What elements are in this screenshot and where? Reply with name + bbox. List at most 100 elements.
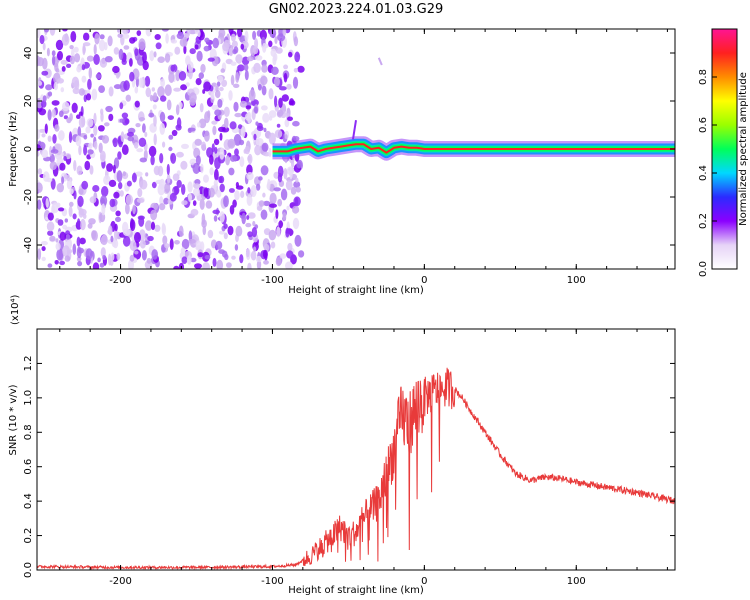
noise-blob (219, 211, 225, 223)
noise-blob (76, 246, 82, 259)
noise-blob (233, 101, 239, 112)
noise-blob (228, 29, 234, 35)
noise-blob (63, 156, 67, 161)
noise-blob (295, 177, 299, 183)
noise-blob (286, 250, 294, 259)
noise-blob (69, 201, 74, 207)
x-tick-label: -200 (109, 275, 132, 286)
noise-blob (153, 165, 161, 176)
noise-blob (105, 105, 113, 113)
noise-blob (181, 200, 188, 206)
noise-blob (292, 76, 299, 89)
noise-blob (207, 229, 214, 239)
noise-blob (230, 33, 236, 42)
noise-blob (221, 79, 228, 88)
spectrogram-y-label: Frequency (Hz) (8, 111, 19, 187)
noise-blob (202, 225, 207, 236)
noise-blob (255, 138, 264, 146)
noise-blob (269, 203, 277, 208)
noise-blob (283, 168, 288, 180)
noise-blob (142, 123, 146, 133)
noise-blob (178, 101, 183, 109)
noise-blob (101, 186, 109, 197)
noise-blob (232, 199, 237, 208)
noise-blob (41, 256, 46, 262)
noise-blob (138, 215, 145, 227)
noise-blob (161, 222, 166, 233)
noise-blob (217, 75, 224, 83)
noise-blob (93, 44, 97, 55)
noise-blob (45, 198, 49, 208)
noise-blob (164, 182, 171, 194)
noise-blob (219, 147, 225, 160)
noise-blob (209, 167, 214, 176)
noise-blob (143, 149, 148, 161)
noise-blob (181, 256, 188, 265)
noise-blob (84, 160, 91, 171)
noise-blob (37, 151, 40, 157)
noise-blob (129, 254, 135, 262)
noise-blob (70, 30, 77, 43)
noise-blob (287, 242, 293, 252)
noise-blob (219, 86, 224, 92)
noise-blob (139, 239, 146, 249)
noise-blob (214, 168, 219, 181)
noise-blob (66, 63, 72, 68)
noise-blob (55, 238, 59, 243)
noise-blob (173, 265, 180, 269)
noise-blob (134, 232, 141, 243)
noise-blob (85, 93, 92, 101)
noise-blob (163, 197, 169, 205)
noise-blob (153, 92, 158, 100)
noise-blob (112, 164, 116, 174)
noise-blob (37, 129, 41, 140)
noise-blob (276, 226, 281, 238)
noise-blob (52, 134, 57, 144)
colorbar-tick-label: 0.2 (698, 213, 709, 229)
noise-blob (41, 133, 46, 138)
noise-blob (150, 155, 155, 166)
colorbar-tick-label: 0.8 (698, 69, 709, 85)
noise-blob (215, 240, 223, 250)
noise-blob (129, 240, 137, 251)
snr-y-axis: 0.0 0.2 0.4 0.6 0.8 1.0 1.2 (23, 355, 675, 578)
noise-blob (188, 238, 196, 244)
noise-blob (233, 134, 242, 146)
noise-blob (37, 80, 43, 86)
noise-blob (121, 144, 129, 155)
noise-blob (198, 118, 207, 129)
noise-blob (86, 55, 94, 62)
noise-blob (49, 235, 56, 242)
noise-blob (170, 152, 177, 164)
noise-blob (169, 238, 174, 250)
noise-blob (134, 48, 139, 56)
noise-blob (101, 203, 106, 216)
noise-blob (189, 48, 196, 55)
colorbar-gradient (712, 29, 737, 269)
noise-blob (109, 198, 116, 208)
noise-blob (40, 100, 47, 108)
x-tick-label: -100 (261, 275, 284, 286)
noise-blob (176, 179, 182, 188)
y-tick-label: -20 (23, 189, 34, 205)
noise-blob (230, 74, 235, 86)
noise-blob (81, 64, 86, 71)
noise-blob (51, 55, 56, 66)
noise-blob (119, 118, 125, 123)
noise-blob (123, 45, 130, 50)
noise-blob (278, 97, 283, 109)
noise-blob (69, 188, 74, 195)
noise-blob (263, 200, 271, 207)
noise-blob (87, 223, 93, 229)
y-tick-label: 0 (23, 146, 34, 152)
noise-blob (252, 46, 259, 55)
noise-blob (116, 252, 121, 261)
noise-blob (92, 185, 100, 192)
noise-blob (100, 112, 104, 122)
noise-blob (139, 179, 148, 190)
y-tick-label: 20 (23, 95, 34, 108)
noise-blob (280, 188, 288, 201)
noise-blob (295, 186, 301, 193)
